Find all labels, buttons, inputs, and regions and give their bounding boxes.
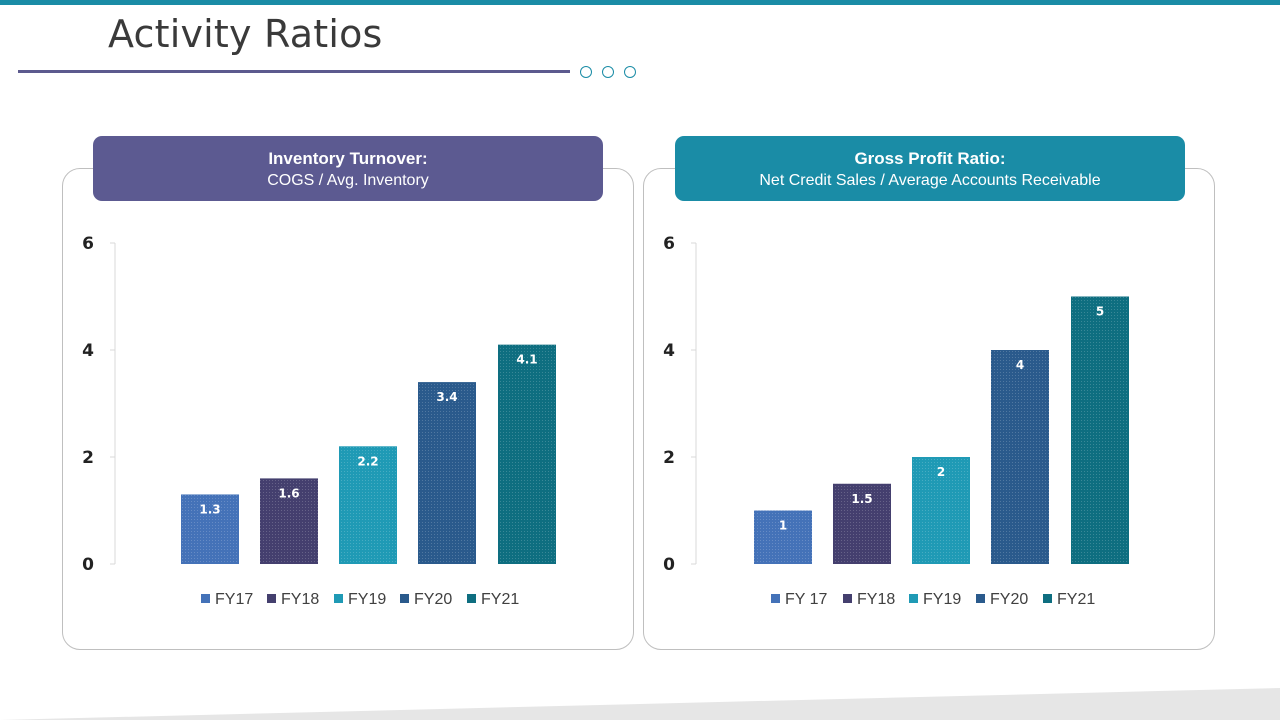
legend-swatch — [467, 594, 476, 603]
y-tick-label: 0 — [663, 555, 675, 575]
bar-value-label: 1.5 — [851, 492, 872, 506]
header-title: Inventory Turnover: — [93, 148, 603, 170]
bar-texture — [418, 382, 476, 564]
legend-label: FY20 — [990, 591, 1028, 608]
legend-label: FY19 — [923, 591, 961, 608]
legend-swatch — [201, 594, 210, 603]
y-tick-label: 2 — [82, 448, 94, 468]
legend-label: FY21 — [1057, 591, 1095, 608]
legend-label: FY21 — [481, 591, 519, 608]
y-tick-label: 6 — [663, 234, 675, 254]
legend-swatch — [771, 594, 780, 603]
legend-swatch — [267, 594, 276, 603]
bar-value-label: 1.3 — [199, 502, 220, 516]
bar-value-label: 1.6 — [278, 486, 299, 500]
legend-swatch — [400, 594, 409, 603]
legend-label: FY17 — [215, 591, 253, 608]
legend-label: FY18 — [281, 591, 319, 608]
bar-value-label: 5 — [1096, 305, 1104, 319]
bar-value-label: 1 — [779, 519, 787, 533]
header-title: Gross Profit Ratio: — [675, 148, 1185, 170]
bar-texture — [498, 345, 556, 564]
legend-swatch — [843, 594, 852, 603]
header-subtitle: Net Credit Sales / Average Accounts Rece… — [675, 170, 1185, 192]
legend-label: FY19 — [348, 591, 386, 608]
gross-profit-header: Gross Profit Ratio: Net Credit Sales / A… — [675, 136, 1185, 201]
legend-label: FY18 — [857, 591, 895, 608]
inventory-turnover-header: Inventory Turnover: COGS / Avg. Inventor… — [93, 136, 603, 201]
bar-texture — [1071, 297, 1129, 565]
decorative-circle-icon — [624, 66, 636, 78]
inventory-turnover-chart: 0 2 4 6 1.3 1.6 2.2 3.4 4.1 FY17 FY18 FY19 FY20 FY21 — [62, 228, 634, 628]
header-subtitle: COGS / Avg. Inventory — [93, 170, 603, 192]
bar-texture — [991, 350, 1049, 564]
y-tick-label: 6 — [82, 234, 94, 254]
y-tick-label: 4 — [82, 341, 94, 361]
legend-label: FY20 — [414, 591, 452, 608]
bar-value-label: 2.2 — [357, 454, 378, 468]
decorative-circle-icon — [602, 66, 614, 78]
y-tick-label: 4 — [663, 341, 675, 361]
legend-swatch — [334, 594, 343, 603]
legend-swatch — [1043, 594, 1052, 603]
bar-value-label: 4.1 — [516, 353, 537, 367]
title-underline — [18, 70, 570, 73]
page-title: Activity Ratios — [108, 12, 383, 56]
gross-profit-chart: 0 2 4 6 1 1.5 2 4 5 FY 17 FY18 FY19 FY20 FY21 — [643, 228, 1215, 628]
legend-swatch — [909, 594, 918, 603]
legend-swatch — [976, 594, 985, 603]
legend-label: FY 17 — [785, 591, 828, 608]
top-accent-bar — [0, 0, 1280, 5]
bar-value-label: 2 — [937, 465, 945, 479]
bar-value-label: 4 — [1016, 358, 1024, 372]
bottom-decorative-band — [0, 688, 1280, 720]
y-tick-label: 2 — [663, 448, 675, 468]
decorative-circle-icon — [580, 66, 592, 78]
y-tick-label: 0 — [82, 555, 94, 575]
bar-value-label: 3.4 — [436, 390, 457, 404]
